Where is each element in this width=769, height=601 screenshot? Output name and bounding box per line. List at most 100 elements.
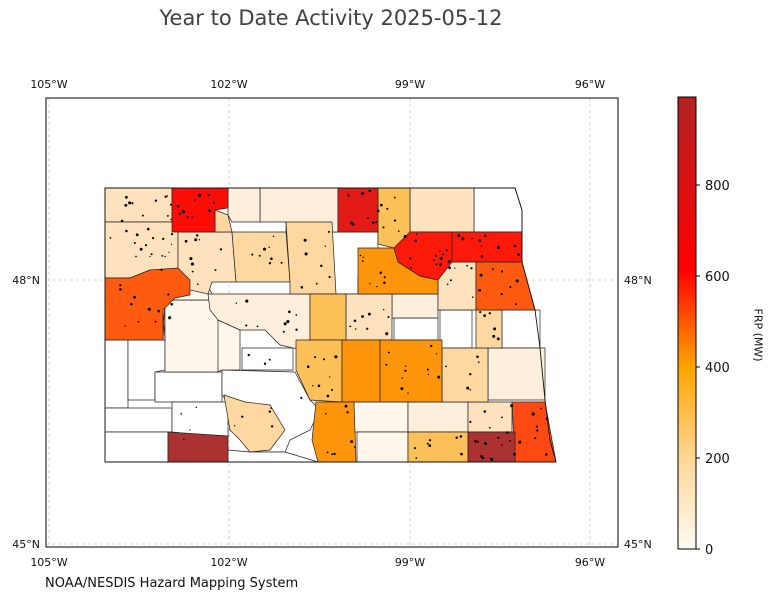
fire-detection-point: [245, 299, 249, 303]
county-region: [337, 187, 379, 233]
fire-detection-point: [162, 237, 165, 241]
fire-detection-point: [263, 362, 267, 365]
fire-detection-point: [176, 205, 180, 208]
fire-detection-point: [481, 456, 485, 460]
fire-detection-point: [535, 425, 538, 428]
county-region: [241, 347, 294, 371]
lon-tick-bottom: 102°W: [210, 556, 247, 569]
fire-detection-point: [513, 452, 517, 456]
fire-detection-point: [167, 293, 170, 296]
fire-detection-point: [510, 404, 514, 408]
fire-detection-point: [181, 210, 185, 214]
county-regions: [104, 187, 557, 463]
fire-detection-point: [403, 235, 407, 239]
fire-detection-point: [233, 425, 236, 427]
county-region: [475, 261, 536, 311]
county-region: [467, 431, 516, 463]
fire-detection-point: [544, 453, 548, 456]
fire-detection-point: [353, 319, 357, 323]
fire-detection-point: [183, 438, 185, 440]
fire-detection-point: [447, 259, 451, 263]
fire-detection-point: [270, 407, 273, 409]
county-region: [227, 449, 319, 463]
fire-detection-point: [361, 260, 364, 262]
fire-detection-point: [119, 288, 122, 291]
county-region: [231, 231, 291, 283]
fire-detection-point: [157, 309, 161, 313]
colorbar-tick-label: 800: [705, 179, 730, 194]
fire-detection-point: [212, 201, 216, 204]
fire-detection-point: [193, 198, 196, 201]
fire-detection-point: [322, 358, 326, 361]
fire-detection-point: [480, 455, 483, 458]
map-frame: [45, 97, 619, 548]
fire-detection-point: [483, 441, 488, 446]
county-region: [451, 231, 523, 263]
county-region: [441, 347, 489, 403]
fire-detection-point: [540, 407, 543, 410]
fire-detection-point: [168, 251, 170, 254]
fire-detection-point: [170, 243, 173, 246]
fire-detection-point: [496, 245, 500, 249]
fire-detection-point: [410, 266, 412, 269]
fire-detection-point: [268, 410, 271, 413]
fire-detection-point: [401, 377, 403, 379]
fire-detection-point: [191, 270, 194, 273]
fire-detection-point: [393, 219, 397, 222]
fire-detection-point: [414, 239, 417, 243]
fire-detection-point: [531, 412, 535, 416]
map-title: Year to Date Activity 2025-05-12: [159, 6, 503, 30]
fire-detection-point: [349, 325, 352, 328]
fire-detection-point: [186, 216, 189, 219]
county-region: [353, 401, 409, 433]
fire-detection-point: [346, 411, 349, 414]
county-region: [104, 267, 191, 341]
fire-detection-point: [270, 257, 273, 261]
fire-detection-point: [476, 355, 479, 358]
fire-detection-point: [350, 440, 354, 444]
fire-detection-point: [282, 330, 285, 333]
fire-detection-point: [455, 436, 458, 439]
county-region: [501, 309, 541, 349]
fire-detection-point: [446, 283, 449, 286]
fire-detection-point: [469, 373, 472, 376]
county-region: [227, 187, 261, 223]
fire-detection-point: [262, 247, 267, 251]
fire-detection-point: [268, 246, 270, 248]
fire-detection-point: [407, 392, 409, 394]
fire-detection-point: [478, 239, 482, 242]
fire-detection-point: [119, 284, 122, 287]
county-region: [223, 394, 286, 453]
fire-detection-point: [312, 385, 314, 387]
fire-detection-point: [376, 209, 380, 213]
fire-detection-point: [413, 447, 416, 450]
county-region: [104, 339, 129, 409]
fire-detection-point: [368, 189, 372, 193]
fire-detection-point: [409, 257, 412, 260]
fire-detection-point: [385, 332, 389, 336]
fire-detection-point: [333, 452, 336, 456]
fire-detection-point: [387, 316, 390, 318]
fire-detection-point: [109, 237, 112, 239]
fire-detection-point: [383, 276, 386, 279]
fire-detection-point: [362, 256, 364, 259]
fire-detection-point: [376, 285, 378, 288]
fire-detection-point: [518, 440, 522, 444]
fire-detection-point: [483, 234, 487, 238]
fire-detection-point: [141, 214, 144, 217]
fire-detection-point: [383, 308, 385, 311]
fire-detection-point: [195, 234, 199, 237]
fire-detection-point: [139, 247, 143, 251]
fire-detection-point: [135, 233, 139, 237]
fire-detection-point: [379, 203, 383, 207]
fire-detection-point: [360, 315, 363, 318]
fire-detection-point: [344, 404, 348, 408]
fire-detection-point: [497, 436, 500, 439]
fire-detection-point: [478, 361, 480, 363]
fire-detection-point: [472, 296, 474, 298]
fire-detection-point: [214, 269, 217, 272]
fire-detection-point: [375, 221, 378, 223]
fire-detection-point: [428, 444, 432, 448]
fire-detection-point: [354, 328, 357, 330]
